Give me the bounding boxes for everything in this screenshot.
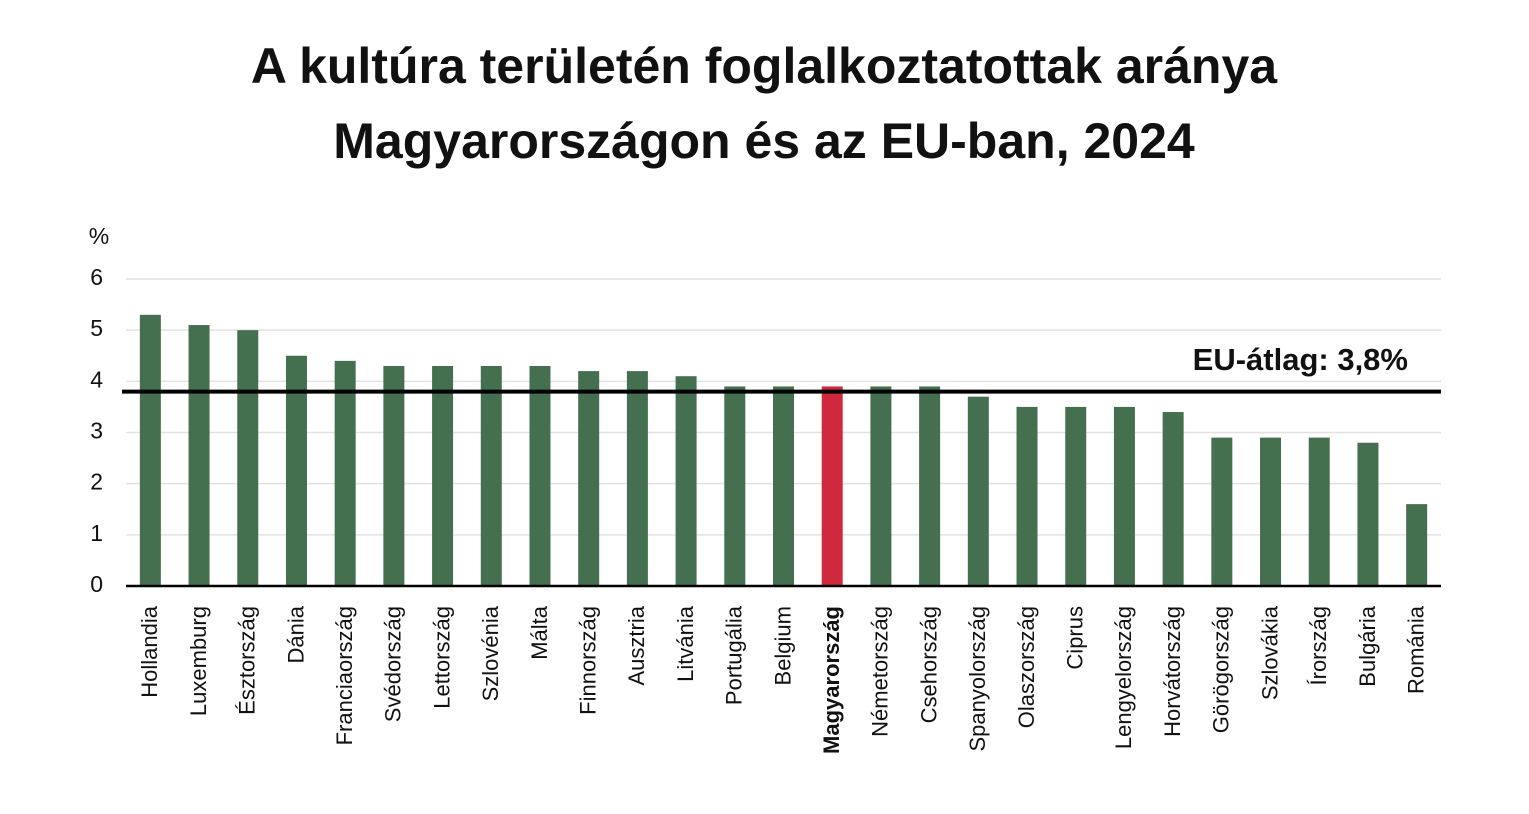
bar [529,365,551,586]
bar [870,386,892,586]
x-tick-label: Luxemburg [186,606,211,716]
x-tick-label: Svédország [381,606,406,722]
chart-title: A kultúra területén foglalkoztatottak ar… [251,38,1278,94]
x-tick-label: Litvánia [673,605,698,682]
y-tick-label: 6 [90,264,103,290]
x-tick-label: Finnország [575,606,600,715]
x-tick-label: Spanyolország [965,606,990,752]
y-tick-label: 5 [90,315,103,341]
bar [578,371,600,586]
y-tick-label: 1 [90,520,103,546]
x-tick-label: Románia [1403,605,1428,694]
y-tick-label: 3 [90,418,103,444]
bar [821,386,843,586]
y-tick-label: 4 [90,366,103,392]
x-tick-label: Horvátország [1160,606,1185,737]
x-tick-label: Szlovákia [1257,605,1282,700]
bar [432,365,454,586]
x-tick-label: Málta [527,605,552,660]
bar [919,386,941,586]
x-tick-label: Szlovénia [478,605,503,701]
bar [334,360,356,586]
bar [1113,406,1135,586]
x-tick-label: Magyarország [819,606,844,754]
x-tick-label: Csehország [916,606,941,723]
bar [1162,412,1184,586]
x-tick-label: Lengyelország [1111,606,1136,749]
y-axis-label: % [89,223,109,249]
x-tick-label: Ausztria [624,605,649,685]
bar [967,396,989,586]
bar [724,386,746,586]
bar [626,371,648,586]
bar [773,386,794,586]
x-tick-label: Lettország [429,606,454,709]
bar [1211,437,1233,586]
x-tick-label: Franciaország [332,606,357,745]
y-tick-label: 0 [90,571,103,597]
bar [188,325,210,586]
x-tick-label: Észtország [235,606,260,715]
bar [383,365,405,586]
y-tick-label: 2 [90,469,103,495]
bar [1065,406,1087,586]
x-tick-label: Görögország [1209,606,1234,733]
bar [1016,406,1038,586]
bar [285,355,307,586]
bar [1406,504,1428,586]
bar [237,330,259,586]
x-tick-label: Ciprus [1063,606,1088,670]
x-tick-label: Hollandia [137,605,162,697]
x-tick-label: Dánia [283,605,308,663]
x-tick-label: Belgium [770,606,795,685]
bar [480,365,502,586]
bar [1260,437,1282,586]
x-tick-label: Németország [868,606,893,737]
bar [675,376,697,586]
x-tick-label: Bulgária [1355,605,1380,686]
bar [139,314,161,586]
bar [1308,437,1330,586]
x-tick-label: Olaszország [1014,606,1039,728]
x-tick-label: Portugália [722,605,747,705]
chart-title: Magyarországon és az EU-ban, 2024 [333,113,1195,169]
x-tick-label: Írország [1306,606,1331,685]
bar [1357,442,1379,586]
reference-label: EU-átlag: 3,8% [1193,342,1408,377]
